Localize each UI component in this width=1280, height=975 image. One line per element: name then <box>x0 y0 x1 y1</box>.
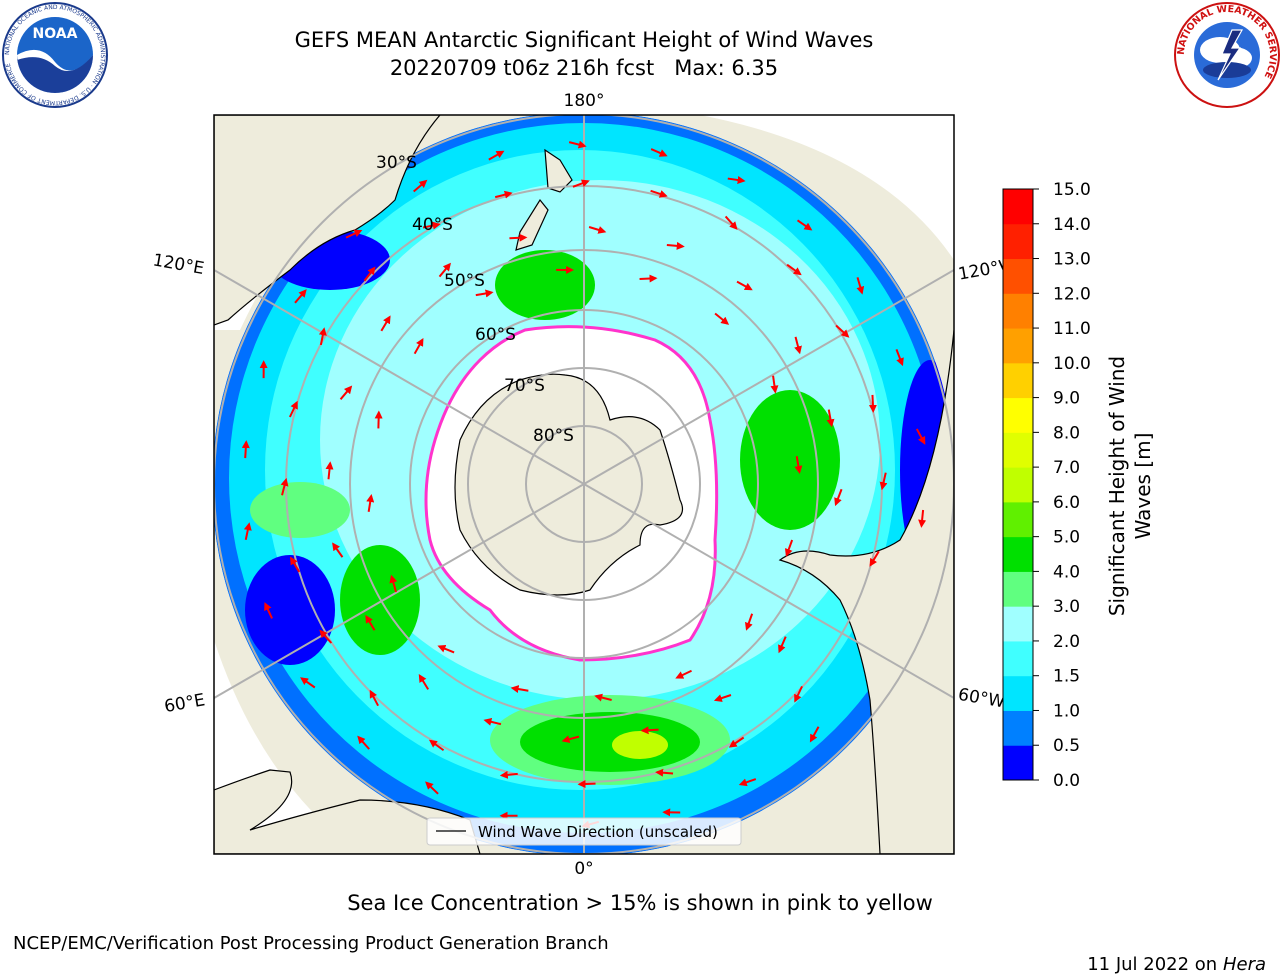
wind-wave-arrow <box>245 442 246 458</box>
lat-label-50: 50°S <box>444 271 485 291</box>
colorbar-tick-label: 11.0 <box>1053 319 1091 339</box>
colorbar-tick-label: 6.0 <box>1053 493 1080 513</box>
lat-label-80: 80°S <box>533 426 574 446</box>
colorbar-bin <box>1003 432 1033 467</box>
wave-patch-peak-south <box>612 731 668 759</box>
colorbar-bin <box>1003 710 1033 745</box>
wind-wave-arrow <box>657 772 673 773</box>
colorbar-tick-label: 2.0 <box>1053 632 1080 652</box>
colorbar-bin <box>1003 398 1033 433</box>
lat-label-70: 70°S <box>504 376 545 396</box>
wind-wave-arrow <box>580 784 596 785</box>
wind-wave-arrow <box>640 278 656 279</box>
colorbar-bin <box>1003 467 1033 502</box>
colorbar-bin <box>1003 363 1033 398</box>
colorbar-tick-label: 0.0 <box>1053 771 1080 791</box>
colorbar-bin <box>1003 259 1033 294</box>
colorbar-tick-label: 5.0 <box>1053 528 1080 548</box>
lon-label-180: 180° <box>564 91 605 111</box>
map-area <box>212 112 960 856</box>
colorbar-bin <box>1003 606 1033 641</box>
colorbar-tick-label: 14.0 <box>1053 215 1091 235</box>
footer-date-text: 11 Jul 2022 on <box>1087 954 1223 975</box>
footer-date: 11 Jul 2022 on Hera <box>1076 933 1266 975</box>
lat-label-40: 40°S <box>412 215 453 235</box>
colorbar-bin <box>1003 328 1033 363</box>
colorbar-tick-label: 12.0 <box>1053 284 1091 304</box>
wind-wave-arrow <box>509 237 525 238</box>
colorbar-bin <box>1003 502 1033 537</box>
colorbar-tick-label: 13.0 <box>1053 250 1091 270</box>
colorbar-tick-label: 15.0 <box>1053 180 1091 200</box>
sea-ice-note: Sea Ice Concentration > 15% is shown in … <box>0 891 1280 915</box>
colorbar-tick-label: 9.0 <box>1053 389 1080 409</box>
colorbar-tick-label: 1.0 <box>1053 701 1080 721</box>
colorbar-tick-label: 7.0 <box>1053 458 1080 478</box>
footer-machine: Hera <box>1223 954 1266 975</box>
colorbar-bin <box>1003 571 1033 606</box>
colorbar-bin <box>1003 224 1033 259</box>
colorbar-bin <box>1003 537 1033 572</box>
lat-label-60: 60°S <box>475 325 516 345</box>
lon-label-60E: 60°E <box>163 690 207 717</box>
colorbar-bin <box>1003 189 1033 224</box>
wave-patch-low-west <box>245 555 335 665</box>
wave-patch-mid-west <box>250 482 350 538</box>
colorbar-bin <box>1003 676 1033 711</box>
wave-patch-high-east <box>740 390 840 530</box>
lon-label-60W: 60°W <box>957 685 1007 713</box>
wave-patch-high-south <box>520 712 700 772</box>
colorbar: 0.0 0.5 1.0 1.5 2.0 3.0 4.0 5.0 6.0 7.0 8.0 9.0 10.0… <box>1003 180 1091 791</box>
colorbar-bin <box>1003 293 1033 328</box>
lon-label-0: 0° <box>574 859 593 879</box>
colorbar-bin <box>1003 745 1033 780</box>
colorbar-tick-label: 0.5 <box>1053 736 1080 756</box>
wind-wave-arrow <box>872 395 873 411</box>
wind-wave-arrow <box>643 730 659 731</box>
lat-label-30: 30°S <box>376 153 417 173</box>
colorbar-tick-label: 10.0 <box>1053 354 1091 374</box>
legend-label: Wind Wave Direction (unscaled) <box>478 823 718 841</box>
colorbar-bin <box>1003 641 1033 676</box>
map-legend: Wind Wave Direction (unscaled) <box>427 818 741 845</box>
wind-wave-arrow <box>667 245 683 246</box>
colorbar-label-line1: Significant Height of Wind <box>1105 356 1129 616</box>
colorbar-label-line2: Waves [m] <box>1131 433 1155 540</box>
colorbar-tick-label: 4.0 <box>1053 562 1080 582</box>
colorbar-tick-label: 8.0 <box>1053 423 1080 443</box>
lon-label-120E: 120°E <box>151 250 205 279</box>
footer-credit: NCEP/EMC/Verification Post Processing Pr… <box>13 933 609 954</box>
colorbar-tick-label: 1.5 <box>1053 667 1080 687</box>
colorbar-tick-label: 3.0 <box>1053 597 1080 617</box>
